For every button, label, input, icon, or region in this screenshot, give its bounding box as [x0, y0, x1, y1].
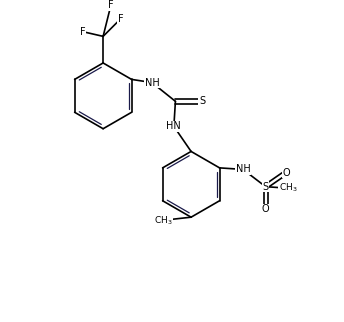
Text: NH: NH	[236, 165, 250, 175]
Text: CH$_3$: CH$_3$	[279, 182, 298, 194]
Text: CH$_3$: CH$_3$	[153, 214, 172, 227]
Text: O: O	[282, 167, 290, 177]
Text: F: F	[118, 14, 123, 24]
Text: HN: HN	[166, 121, 181, 131]
Text: O: O	[262, 204, 269, 214]
Text: NH: NH	[144, 78, 159, 88]
Text: F: F	[108, 0, 114, 10]
Text: S: S	[262, 182, 269, 192]
Text: S: S	[199, 96, 205, 106]
Text: F: F	[80, 27, 86, 37]
